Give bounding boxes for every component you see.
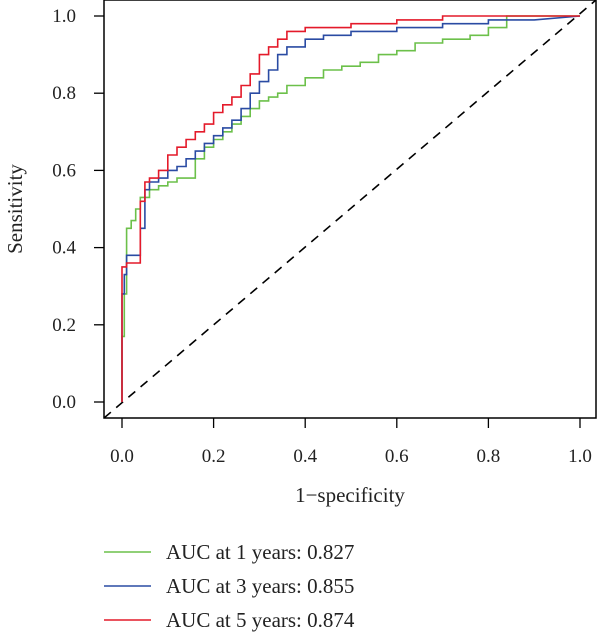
y-tick-label: 0.8	[52, 83, 76, 104]
y-tick-label: 0.2	[52, 315, 76, 336]
x-tick-label: 0.8	[477, 446, 501, 467]
y-tick-label: 1.0	[52, 6, 76, 27]
y-axis-title: Sensitivity	[3, 164, 27, 254]
series-line-1	[121, 15, 580, 402]
legend-label-2: AUC at 3 years: 0.855	[166, 574, 354, 598]
x-tick-label: 1.0	[568, 446, 592, 467]
x-axis-title: 1−specificity	[295, 483, 405, 507]
legend: AUC at 1 years: 0.827 AUC at 3 years: 0.8…	[104, 540, 355, 632]
legend-label-3: AUC at 5 years: 0.874	[166, 608, 355, 632]
x-tick-label: 0.0	[110, 446, 134, 467]
series-line-3	[121, 15, 580, 402]
x-tick-label: 0.2	[202, 446, 226, 467]
y-tick-label: 0.4	[52, 238, 76, 259]
reference-diagonal	[103, 0, 597, 419]
x-tick-label: 0.4	[293, 446, 317, 467]
y-axis: 0.0 0.2 0.4 0.6 0.8 1.0	[52, 6, 104, 413]
x-tick-label: 0.6	[385, 446, 409, 467]
x-axis: 0.0 0.2 0.4 0.6 0.8 1.0	[110, 418, 592, 467]
plot-frame	[103, 0, 597, 419]
y-tick-label: 0.6	[52, 160, 76, 181]
series-layer	[121, 15, 581, 402]
legend-label-1: AUC at 1 years: 0.827	[166, 540, 354, 564]
y-tick-label: 0.0	[52, 392, 76, 413]
